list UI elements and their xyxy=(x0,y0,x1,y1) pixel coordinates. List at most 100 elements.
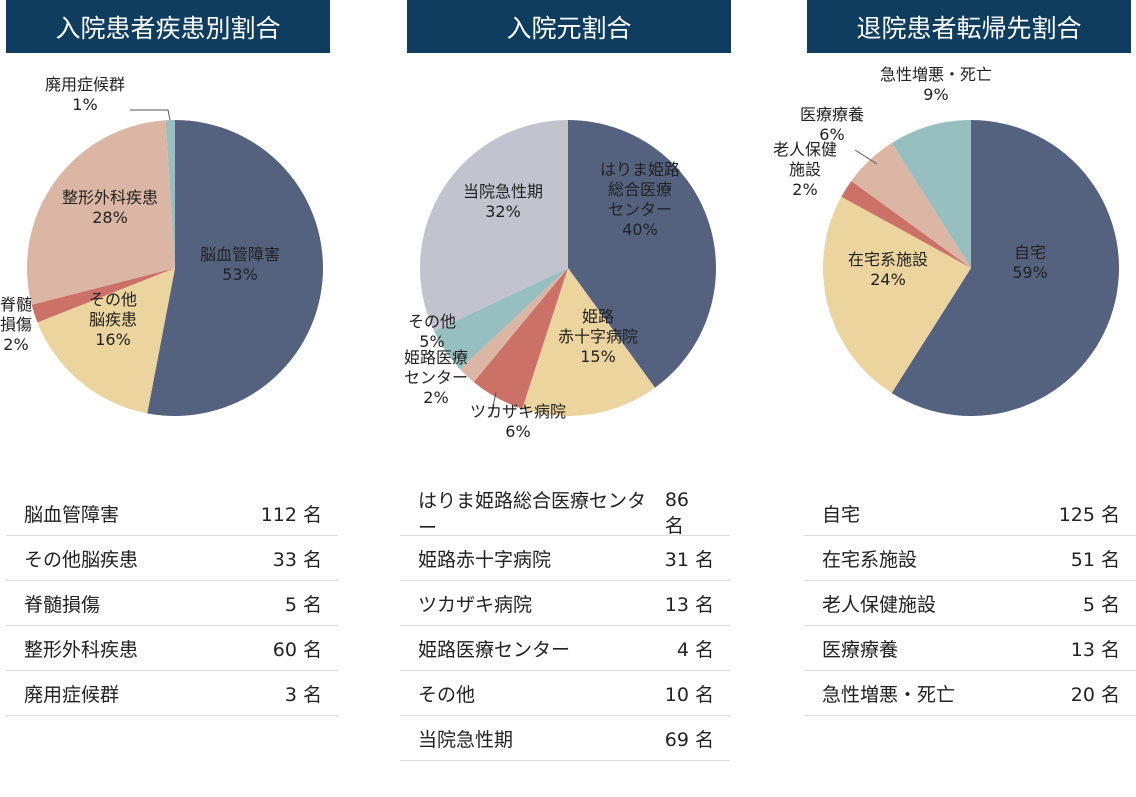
slice-label-line: 9% xyxy=(923,85,948,104)
row-count: 31 名 xyxy=(664,548,714,571)
pie-chart-disease: 脳血管障害 53% その他脳疾患 16% 脊髄損傷 2% 整形外科疾患 28% 廃用症候群 1% xyxy=(0,75,323,416)
chart-title: 入院患者疾患別割合 xyxy=(6,0,330,53)
row-label: 脳血管障害 xyxy=(24,503,120,526)
slice-label-line: 6% xyxy=(505,422,530,441)
slice-label-line: 24% xyxy=(870,270,906,289)
slice-label-line: 急性増悪・死亡 xyxy=(880,65,992,84)
slice-label-line: 2% xyxy=(423,388,448,407)
leader-line-3 xyxy=(854,149,878,165)
pie-chart-discharge: 自宅 59%在宅系施設 24%老人保健施設 2%医療療養 6%急性増悪・死亡 9% xyxy=(773,65,1119,416)
row-label: 廃用症候群 xyxy=(24,683,120,706)
slice-label-line: 当院急性期 xyxy=(463,182,543,201)
chart-panel-discharge: 退院患者転帰先割合 xyxy=(807,0,1131,53)
row-count: 112 名 xyxy=(260,503,322,526)
pie-slice-3 xyxy=(851,143,971,268)
row-label: はりま姫路総合医療センター xyxy=(418,490,647,539)
pie-slice-1 xyxy=(823,196,971,393)
row-count: 69 名 xyxy=(664,728,714,751)
row-label: 自宅 xyxy=(822,503,861,526)
pie-slice-2 xyxy=(841,181,971,268)
row-count: 13 名 xyxy=(664,593,714,616)
pie-slice-5 xyxy=(420,120,568,332)
row-label: 医療療養 xyxy=(822,638,899,661)
table-row: 脊髄損傷 5 名 xyxy=(6,581,338,626)
row-label: 姫路医療センター xyxy=(418,638,571,661)
slice-label-3: 整形外科疾患 28% xyxy=(62,188,158,227)
pie-slice-1 xyxy=(522,268,655,416)
row-label: 整形外科疾患 xyxy=(24,638,139,661)
slice-label-1: 姫路赤十字病院 15% xyxy=(558,307,638,366)
pie-slice-4 xyxy=(891,120,971,268)
slice-label-line: 5% xyxy=(419,332,444,351)
slice-label-line: 32% xyxy=(485,202,521,221)
table-row: 整形外科疾患 60 名 xyxy=(6,626,338,671)
row-count: 20 名 xyxy=(1070,683,1120,706)
slice-label-1: その他脳疾患 16% xyxy=(89,290,137,349)
pie-slice-4 xyxy=(165,120,175,268)
slice-label-4: 急性増悪・死亡 9% xyxy=(880,65,992,104)
slice-label-line: 自宅 xyxy=(1014,243,1046,262)
row-count: 33 名 xyxy=(272,548,322,571)
slice-label-line: 整形外科疾患 xyxy=(62,188,158,207)
slice-label-line: 2% xyxy=(792,180,817,199)
table-row: 廃用症候群 3 名 xyxy=(6,671,338,716)
slice-label-2: 老人保健施設 2% xyxy=(773,140,837,199)
row-count: 125 名 xyxy=(1058,503,1120,526)
pie-slice-0 xyxy=(147,120,323,416)
row-count: 4 名 xyxy=(676,638,714,661)
slice-label-line: 赤十字病院 xyxy=(558,327,638,346)
slice-label-line: 医療療養 xyxy=(800,105,864,124)
table-discharge: 自宅 125 名在宅系施設 51 名老人保健施設 5 名医療療養 13 名急性増悪・死亡… xyxy=(804,491,1136,716)
row-count: 13 名 xyxy=(1070,638,1120,661)
row-label: 当院急性期 xyxy=(418,728,514,751)
row-label: その他 xyxy=(418,683,476,706)
row-count: 10 名 xyxy=(664,683,714,706)
pie-slice-0 xyxy=(568,120,716,388)
pie-slice-2 xyxy=(473,268,568,409)
slice-label-line: ツカザキ病院 xyxy=(470,402,566,421)
slice-label-line: 総合医療 xyxy=(608,180,672,199)
slice-label-line: 16% xyxy=(95,330,131,349)
chart-panel-disease: 入院患者疾患別割合 xyxy=(6,0,330,53)
slice-label-line: センター xyxy=(404,368,468,387)
row-count: 5 名 xyxy=(284,593,322,616)
slice-label-line: 姫路医療 xyxy=(404,348,468,367)
slice-label-line: 廃用症候群 xyxy=(45,75,125,94)
row-label: 在宅系施設 xyxy=(822,548,918,571)
slice-label-line: 1% xyxy=(72,95,97,114)
row-count: 5 名 xyxy=(1082,593,1120,616)
slice-label-5: 当院急性期 32% xyxy=(463,182,543,221)
table-origin: はりま姫路総合医療センター 86 名姫路赤十字病院 31 名ツカザキ病院 13 名姫路… xyxy=(400,489,730,761)
row-label: 急性増悪・死亡 xyxy=(822,683,956,706)
pie-slice-0 xyxy=(891,120,1119,416)
pie-slice-4 xyxy=(434,268,568,370)
row-label: 老人保健施設 xyxy=(822,593,937,616)
slice-label-line: 6% xyxy=(819,125,844,144)
row-label: 姫路赤十字病院 xyxy=(418,548,552,571)
pie-slice-3 xyxy=(26,120,176,305)
row-count: 60 名 xyxy=(272,638,322,661)
slice-label-0: 自宅 59% xyxy=(1012,243,1048,282)
row-count: 51 名 xyxy=(1070,548,1120,571)
chart-title: 退院患者転帰先割合 xyxy=(807,0,1131,53)
table-row: ツカザキ病院 13 名 xyxy=(400,581,730,626)
slice-label-line: 2% xyxy=(3,335,28,354)
slice-label-2: 脊髄損傷 2% xyxy=(0,295,32,354)
table-row: 姫路赤十字病院 31 名 xyxy=(400,536,730,581)
slice-label-line: 施設 xyxy=(789,160,821,179)
slice-label-4: その他 5% xyxy=(408,312,456,351)
table-row: 急性増悪・死亡 20 名 xyxy=(804,671,1136,716)
slice-label-4: 廃用症候群 1% xyxy=(45,75,125,114)
row-label: 脊髄損傷 xyxy=(24,593,101,616)
row-count: 3 名 xyxy=(284,683,322,706)
slice-label-line: 59% xyxy=(1012,263,1048,282)
table-row: 姫路医療センター 4 名 xyxy=(400,626,730,671)
slice-label-line: 姫路 xyxy=(582,307,614,326)
slice-label-3: 姫路医療センター 2% xyxy=(404,348,468,407)
pie-slice-1 xyxy=(37,268,175,414)
slice-label-line: 53% xyxy=(222,265,258,284)
slice-label-0: 脳血管障害 53% xyxy=(200,245,280,284)
chart-panel-origin: 入院元割合 xyxy=(407,0,731,53)
table-disease: 脳血管障害 112 名その他脳疾患 33 名脊髄損傷 5 名整形外科疾患 60 名廃用症… xyxy=(6,491,338,716)
table-row: 在宅系施設 51 名 xyxy=(804,536,1136,581)
